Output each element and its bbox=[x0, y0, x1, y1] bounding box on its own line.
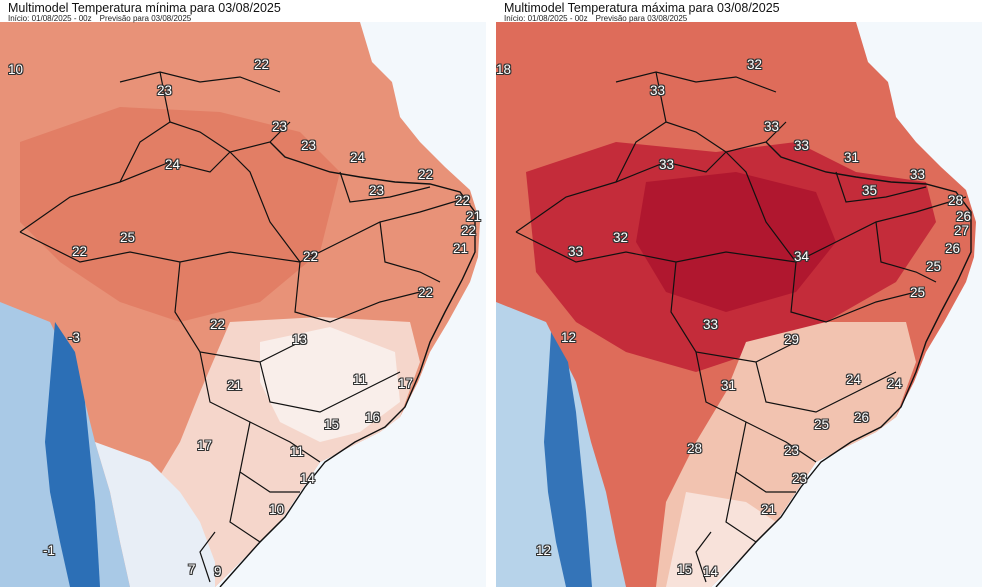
map-subtitle: Início: 01/08/2025 - 00z Previsão para 03… bbox=[8, 14, 199, 23]
temperature-label: 33 bbox=[703, 317, 719, 332]
temperature-label: 33 bbox=[568, 244, 584, 259]
argentina-pale-region bbox=[95, 442, 215, 587]
temperature-label: 15 bbox=[677, 562, 693, 577]
temperature-label: 33 bbox=[764, 119, 780, 134]
temperature-label: 33 bbox=[659, 157, 675, 172]
map-title: Multimodel Temperatura mínima para 03/08… bbox=[8, 1, 281, 15]
temperature-label: 23 bbox=[157, 83, 173, 98]
temperature-label: 10 bbox=[269, 502, 285, 517]
temperature-label: 32 bbox=[747, 57, 763, 72]
warm-interior-region bbox=[20, 107, 340, 322]
temperature-label: 23 bbox=[369, 183, 385, 198]
temperature-label: 25 bbox=[814, 417, 830, 432]
temperature-label: 16 bbox=[365, 410, 381, 425]
temperature-label: 7 bbox=[188, 562, 196, 577]
temperature-label: 9 bbox=[214, 564, 222, 579]
forecast-date-label: Previsão para 03/08/2025 bbox=[99, 14, 192, 23]
temperature-label: 25 bbox=[910, 285, 926, 300]
andes-deep-cold bbox=[544, 332, 592, 587]
temperature-label: 24 bbox=[165, 157, 181, 172]
temperature-label: 17 bbox=[197, 438, 213, 453]
temperature-label: 32 bbox=[613, 230, 629, 245]
coastline bbox=[715, 141, 972, 587]
temperature-label: 24 bbox=[846, 372, 862, 387]
temperature-label: 25 bbox=[926, 259, 942, 274]
temperature-label: -3 bbox=[68, 330, 81, 345]
temperature-label: 27 bbox=[954, 223, 970, 238]
map-panel-maximum: Multimodel Temperatura máxima para 03/08… bbox=[496, 0, 982, 587]
temperature-label: 34 bbox=[794, 249, 810, 264]
very-hot-core bbox=[636, 172, 836, 312]
temperature-label: 14 bbox=[300, 471, 316, 486]
temperature-label: 12 bbox=[561, 330, 577, 345]
temperature-label: 21 bbox=[453, 241, 469, 256]
andes-deep-cold bbox=[45, 322, 100, 587]
temperature-label: 21 bbox=[761, 502, 777, 517]
temperature-map-minimum bbox=[0, 22, 486, 587]
temperature-label: 31 bbox=[844, 150, 860, 165]
temperature-label: 35 bbox=[862, 183, 878, 198]
temperature-label: 15 bbox=[324, 417, 340, 432]
temperature-label: 23 bbox=[792, 471, 808, 486]
temperature-label: 23 bbox=[301, 138, 317, 153]
temperature-label: 26 bbox=[956, 209, 972, 224]
coastline bbox=[219, 141, 476, 587]
temperature-label: 29 bbox=[784, 332, 800, 347]
temperature-label: 22 bbox=[254, 57, 270, 72]
temperature-label: 24 bbox=[887, 376, 903, 391]
temperature-label: -1 bbox=[43, 543, 56, 558]
run-start-label: Início: 01/08/2025 - 00z bbox=[504, 14, 588, 23]
temperature-label: 11 bbox=[290, 444, 305, 459]
temperature-label: 22 bbox=[72, 244, 88, 259]
temperature-label: 26 bbox=[945, 241, 961, 256]
cool-southern-pampas bbox=[666, 492, 776, 587]
temperature-label: 23 bbox=[784, 443, 800, 458]
temperature-label: 28 bbox=[948, 193, 964, 208]
forecast-date-label: Previsão para 03/08/2025 bbox=[595, 14, 688, 23]
run-start-label: Início: 01/08/2025 - 00z bbox=[8, 14, 92, 23]
temperature-label: 22 bbox=[418, 285, 434, 300]
temperature-map-maximum bbox=[496, 22, 982, 587]
temperature-label: 11 bbox=[353, 372, 368, 387]
map-title: Multimodel Temperatura máxima para 03/08… bbox=[504, 1, 780, 15]
temperature-label: 24 bbox=[350, 150, 366, 165]
temperature-label: 23 bbox=[272, 119, 288, 134]
political-borders bbox=[19, 71, 471, 583]
very-cool-southeast-region bbox=[260, 327, 400, 442]
map-panel-minimum: Multimodel Temperatura mínima para 03/08… bbox=[0, 0, 486, 587]
temperature-label: 10 bbox=[8, 62, 24, 77]
temperature-label: 31 bbox=[721, 378, 737, 393]
temperature-label: 21 bbox=[466, 209, 482, 224]
temperature-label: 18 bbox=[496, 62, 512, 77]
map-subtitle: Início: 01/08/2025 - 00z Previsão para 03… bbox=[504, 14, 695, 23]
temperature-label: 26 bbox=[854, 410, 870, 425]
temperature-label: 22 bbox=[210, 317, 226, 332]
temperature-label: 28 bbox=[687, 441, 703, 456]
temperature-label: 13 bbox=[292, 332, 308, 347]
temperature-label: 33 bbox=[650, 83, 666, 98]
temperature-label: 14 bbox=[703, 564, 719, 579]
temperature-label: 33 bbox=[910, 167, 926, 182]
temperature-label: 17 bbox=[398, 376, 414, 391]
temperature-label: 25 bbox=[120, 230, 136, 245]
temperature-label: 22 bbox=[461, 223, 477, 238]
temperature-label: 22 bbox=[303, 249, 319, 264]
temperature-label: 33 bbox=[794, 138, 810, 153]
temperature-label: 22 bbox=[455, 193, 471, 208]
temperature-label: 12 bbox=[536, 543, 552, 558]
temperature-label: 21 bbox=[227, 378, 243, 393]
temperature-label: 22 bbox=[418, 167, 434, 182]
